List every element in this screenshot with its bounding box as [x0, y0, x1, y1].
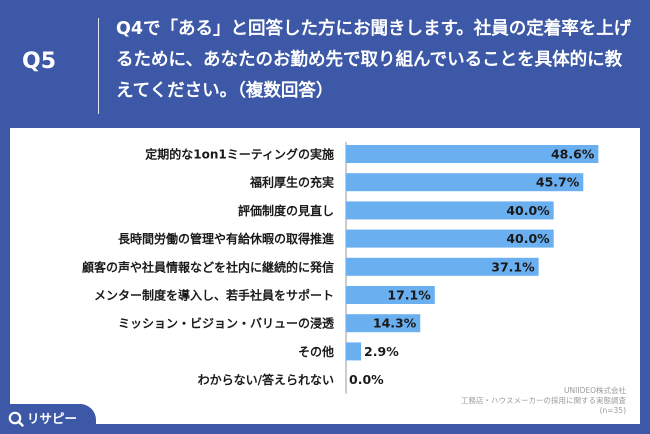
value-label: 2.9%: [364, 344, 399, 359]
value-label: 17.1%: [387, 288, 431, 303]
header-divider: [98, 18, 99, 114]
value-label: 14.3%: [373, 316, 417, 331]
source-company: UNIIDEO株式会社: [564, 386, 626, 395]
bar: [346, 201, 554, 220]
category-label: 定期的な1on1ミーティングの実施: [145, 147, 334, 162]
category-label: 長時間労働の管理や有給休暇の取得推進: [118, 231, 335, 246]
value-label: 48.6%: [551, 147, 595, 162]
question-text: Q4で「ある」と回答した方にお聞きします。社員の定着率を上げるために、あなたのお…: [116, 19, 632, 101]
magnifier-icon: [8, 411, 24, 427]
source-sample-size: (n=35): [599, 406, 626, 415]
brand-name: リサピー: [27, 411, 78, 426]
bar-chart: 定期的な1on1ミーティングの実施 48.6% 福利厚生の充実 45.7% 評価制度の見…: [82, 142, 599, 394]
question-header: Q5 Q4で「ある」と回答した方にお聞きします。社員の定着率を上げるために、あな…: [0, 0, 650, 128]
bar: [346, 342, 362, 361]
category-label: 顧客の声や社員情報などを社内に継続的に発信: [82, 259, 334, 274]
bar: [346, 173, 584, 192]
bar: [346, 286, 435, 304]
question-number: Q5: [22, 49, 57, 74]
category-label: ミッション・ビジョン・バリューの浸透: [118, 316, 335, 331]
value-label: 45.7%: [536, 175, 580, 190]
value-label: 40.0%: [506, 231, 550, 246]
value-label: 40.0%: [506, 203, 550, 218]
category-label: 評価制度の見直し: [238, 203, 334, 218]
source-note: UNIIDEO株式会社 工務店・ハウスメーカーの採用に関する実態調査 (n=35…: [461, 386, 626, 416]
bar: [346, 229, 554, 248]
bar: [346, 257, 539, 276]
category-label: その他: [298, 344, 334, 359]
chart-panel: 定期的な1on1ミーティングの実施 48.6% 福利厚生の充実 45.7% 評価制度の見…: [10, 128, 640, 424]
value-label: 0.0%: [349, 372, 384, 387]
value-label: 37.1%: [491, 259, 535, 274]
category-label: 福利厚生の充実: [249, 175, 334, 190]
category-label: メンター制度を導入し、若手社員をサポート: [94, 288, 334, 303]
source-survey: 工務店・ハウスメーカーの採用に関する実態調査: [461, 396, 626, 405]
bar: [346, 314, 421, 333]
brand-logo: リサピー: [0, 404, 96, 434]
category-label: わからない/答えられない: [198, 372, 334, 387]
bar: [346, 145, 599, 163]
